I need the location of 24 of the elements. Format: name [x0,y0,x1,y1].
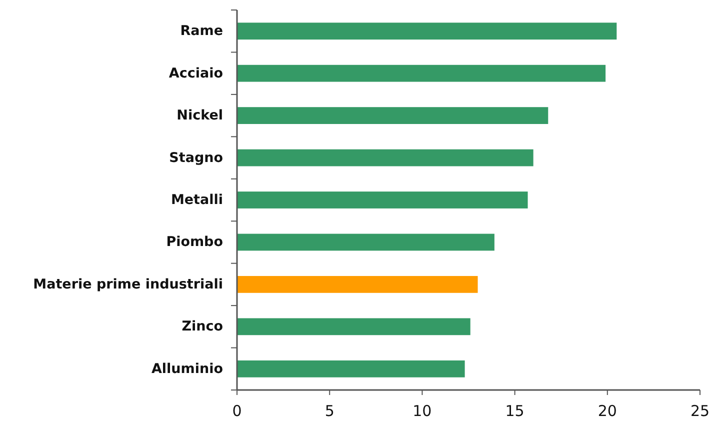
y-tick-label: Rame [180,23,223,40]
x-tick-label: 5 [324,402,334,420]
x-tick-label: 0 [232,402,242,420]
y-tick-label: Materie prime industriali [33,276,223,292]
y-tick-label: Piombo [166,234,223,250]
x-tick-label: 20 [598,402,617,420]
y-tick-label: Stagno [169,150,223,166]
bar [237,192,528,208]
bar [237,149,534,166]
y-tick-label: Alluminio [151,360,223,377]
x-tick-label: 10 [412,402,432,420]
bar [237,276,478,293]
bar [237,22,617,40]
y-tick-label: Metalli [170,192,223,208]
bar [237,318,470,336]
y-tick-label: Nickel [176,108,223,124]
bar [237,64,606,82]
x-tick-label: 25 [690,402,710,420]
x-tick-label: 15 [505,402,524,420]
bar [237,360,465,378]
bar [237,107,548,124]
y-tick-label: Zinco [182,318,223,335]
bar [237,234,494,251]
y-tick-label: Acciaio [168,65,223,82]
